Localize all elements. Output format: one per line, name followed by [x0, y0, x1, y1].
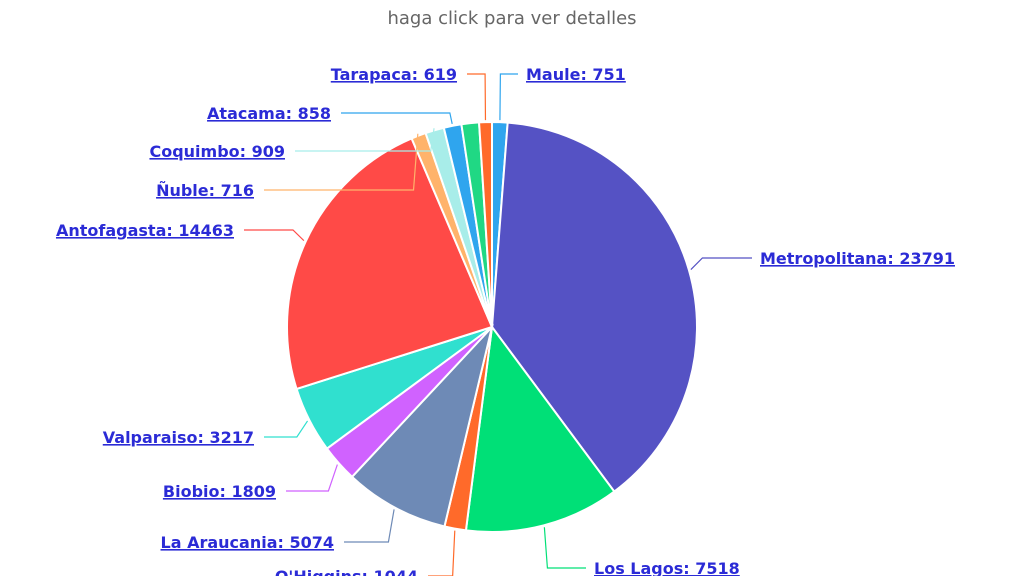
- leader-line-biobio: [286, 464, 338, 492]
- leader-line-coquimbo: [295, 128, 435, 152]
- data-label-la-araucania[interactable]: La Araucania: 5074: [161, 533, 334, 552]
- data-label-coquimbo[interactable]: Coquimbo: 909: [149, 142, 285, 161]
- leader-line-o-higgins: [428, 530, 456, 576]
- data-label-o-higgins[interactable]: O'Higgins: 1044: [275, 567, 418, 576]
- leader-line-metropolitana: [690, 257, 752, 270]
- data-label-los-lagos[interactable]: Los Lagos: 7518: [594, 559, 740, 576]
- pie-slice-antofagasta[interactable]: [286, 137, 494, 391]
- data-label-tarapaca[interactable]: Tarapaca: 619: [331, 65, 457, 84]
- data-label-antofagasta[interactable]: Antofagasta: 14463: [56, 221, 234, 240]
- leader-line-atacama: [341, 112, 453, 124]
- leader-line-n-uble: [264, 133, 419, 191]
- data-label-valparaiso[interactable]: Valparaiso: 3217: [103, 428, 254, 447]
- leader-line-la-araucania: [344, 509, 395, 543]
- leader-line-tarapaca: [467, 73, 487, 121]
- data-label-maule[interactable]: Maule: 751: [526, 65, 626, 84]
- leader-line-los-lagos: [543, 527, 586, 569]
- data-label-atacama[interactable]: Atacama: 858: [207, 104, 331, 123]
- leader-line-valparaiso: [264, 420, 309, 438]
- leader-line-antofagasta: [244, 229, 305, 242]
- leader-line-maule: [499, 73, 518, 121]
- data-label-metropolitana[interactable]: Metropolitana: 23791: [760, 249, 955, 268]
- chart-subtitle: haga click para ver detalles: [387, 8, 637, 29]
- pie-slice-metropolitana[interactable]: [490, 121, 698, 493]
- pie-slice-los-lagos[interactable]: [464, 324, 616, 533]
- pie-slice-la-araucania[interactable]: [350, 323, 494, 528]
- data-label-n-uble[interactable]: Ñuble: 716: [156, 181, 254, 200]
- pie-slice-tarapaca[interactable]: [478, 120, 493, 328]
- data-label-biobio[interactable]: Biobio: 1809: [163, 482, 276, 501]
